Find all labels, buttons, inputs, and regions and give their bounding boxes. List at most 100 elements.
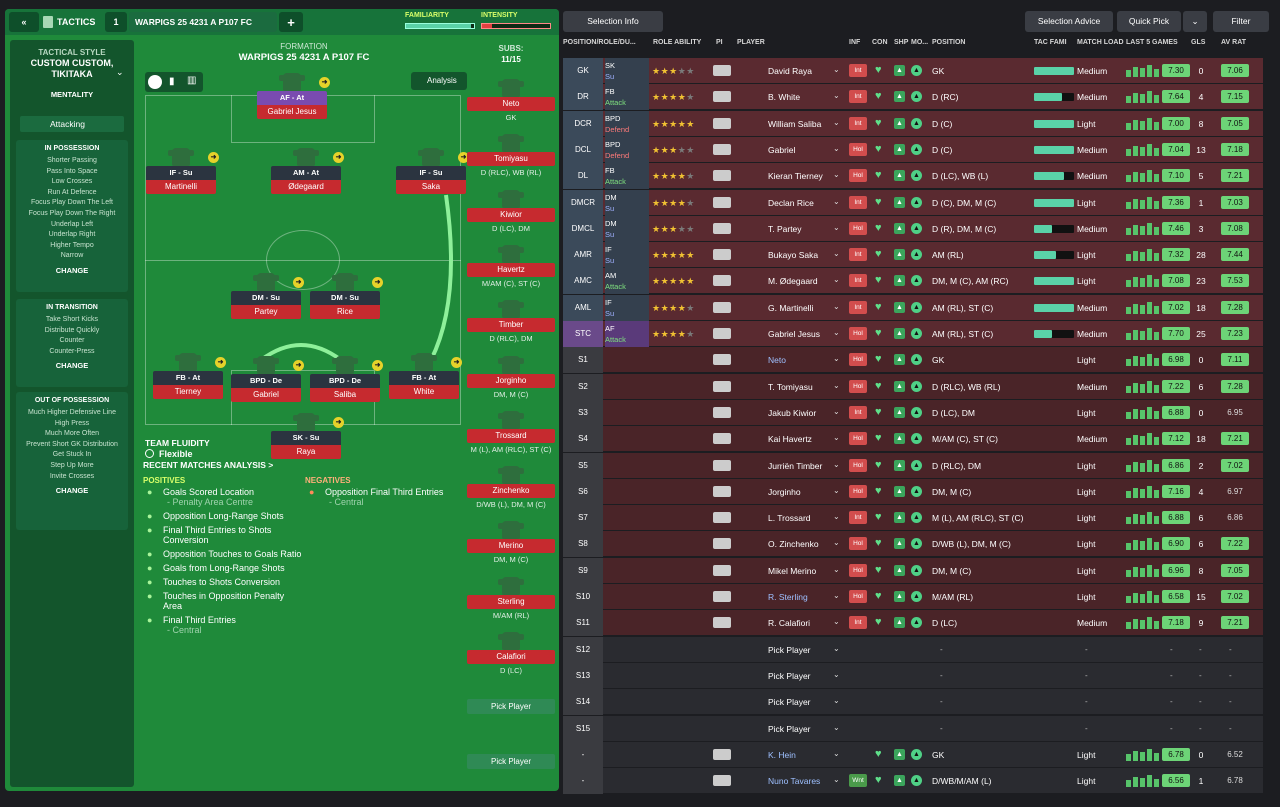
role-duty[interactable]: IF Su <box>605 242 649 269</box>
player-name[interactable]: Jakub Kiwior <box>768 407 817 418</box>
player-name[interactable]: L. Trossard <box>768 513 811 524</box>
player-name[interactable]: T. Tomiyasu <box>768 381 813 392</box>
player-name[interactable]: White <box>389 385 459 399</box>
table-row[interactable]: DCL BPD Defend ★★★★★ Gabriel ⌄ Hol ♥ ▲ ▲ D (C) Medi… <box>563 136 1263 163</box>
sub-player-card[interactable]: Merino DM, M (C) <box>467 521 555 564</box>
player-name[interactable]: Mikel Merino <box>768 565 817 576</box>
pick-player-dropdown[interactable]: Pick Player <box>768 723 811 734</box>
player-name[interactable]: Bukayo Saka <box>768 250 819 261</box>
arrow-icon[interactable]: ➜ <box>333 417 344 428</box>
table-row[interactable]: S1 Neto ⌄ Hol ♥ ▲ ▲ GK Light 6.98 0 7.11 <box>563 347 1263 374</box>
sub-player-name[interactable]: Jorginho <box>467 373 555 388</box>
column-header[interactable]: MO... <box>911 39 929 46</box>
column-header[interactable]: SHP <box>894 39 909 46</box>
player-role[interactable]: DM - Su <box>310 291 380 305</box>
player-name[interactable]: Rice <box>310 305 380 319</box>
pitch-view-icon[interactable]: ▥ <box>187 75 197 86</box>
player-name[interactable]: Gabriel Jesus <box>768 329 820 339</box>
table-row[interactable]: S7 L. Trossard ⌄ Int ♥ ▲ ▲ M (L), AM (RLC), ST … <box>563 505 1263 532</box>
player-instructions-icon[interactable] <box>713 617 731 629</box>
player-name[interactable]: David Raya <box>768 66 812 76</box>
table-row[interactable]: S5 Jurriën Timber ⌄ Hol ♥ ▲ ▲ D (RLC), DM Light 6… <box>563 452 1263 479</box>
player-name[interactable]: Tierney <box>153 385 223 399</box>
player-instructions-icon[interactable] <box>713 591 731 602</box>
player-name[interactable]: Gabriel <box>231 388 301 402</box>
chevron-down-icon[interactable]: ⌄ <box>833 722 840 732</box>
table-row[interactable]: S14 Pick Player ⌄ - - - - - <box>563 689 1263 716</box>
chevron-down-icon[interactable]: ⌄ <box>833 275 840 285</box>
tactical-style-name[interactable]: CUSTOM CUSTOM, TIKITAKA <box>30 58 114 79</box>
role-duty[interactable]: AM Attack <box>605 268 649 295</box>
column-header[interactable]: INF <box>849 39 861 46</box>
player-name[interactable]: Declan Rice <box>768 197 814 208</box>
chevron-down-icon[interactable]: ⌄ <box>833 196 840 206</box>
sub-player-card[interactable]: Sterling M/AM (RL) <box>467 576 555 620</box>
player-instructions-icon[interactable] <box>713 354 731 366</box>
chevron-down-icon[interactable]: ⌄ <box>833 512 840 522</box>
sub-player-card[interactable]: Jorginho DM, M (C) <box>467 355 555 399</box>
chevron-down-icon[interactable]: ⌄ <box>833 433 840 443</box>
sub-player-name[interactable]: Calafiori <box>467 650 555 664</box>
player-instructions-icon[interactable] <box>713 196 731 208</box>
sub-player-name[interactable]: Trossard <box>467 428 555 443</box>
player-role[interactable]: SK - Su <box>271 431 341 445</box>
player-instructions-icon[interactable] <box>713 222 731 234</box>
table-row[interactable]: S11 R. Calafiori ⌄ Int ♥ ▲ ▲ D (LC) Medium 7.18 9 7… <box>563 610 1263 637</box>
player-name[interactable]: Gabriel Jesus <box>257 105 327 119</box>
back-button[interactable]: « <box>9 12 39 32</box>
player-name[interactable]: Ødegaard <box>271 180 341 194</box>
filter-dropdown[interactable]: Filter <box>1213 11 1269 32</box>
player-instructions-icon[interactable] <box>713 459 731 471</box>
arrow-icon[interactable]: ➜ <box>372 360 383 371</box>
chevron-down-icon[interactable]: ⌄ <box>833 354 840 364</box>
role-duty[interactable]: FB Attack <box>605 84 649 111</box>
player-name[interactable]: O. Zinchenko <box>768 539 819 550</box>
column-header[interactable]: POSITION <box>932 39 966 46</box>
pitch-player-card[interactable]: DM - Su Rice <box>310 273 380 319</box>
arrow-icon[interactable]: ➜ <box>333 152 344 163</box>
player-role[interactable]: AM - At <box>271 166 341 180</box>
arrow-icon[interactable]: ➜ <box>458 152 469 163</box>
player-instructions-icon[interactable] <box>713 775 731 787</box>
selection-advice-button[interactable]: Selection Advice <box>1025 11 1113 32</box>
player-name[interactable]: G. Martinelli <box>768 302 814 313</box>
player-name[interactable]: Neto <box>768 355 786 366</box>
bar-chart-icon[interactable]: ▮ <box>169 76 175 87</box>
player-instructions-icon[interactable] <box>713 328 731 339</box>
player-role[interactable]: FB - At <box>153 371 223 385</box>
quick-pick-button[interactable]: Quick Pick <box>1117 11 1181 32</box>
player-name[interactable]: Jurriën Timber <box>768 460 823 471</box>
sub-player-name[interactable]: Tomiyasu <box>467 152 555 167</box>
player-name[interactable]: Partey <box>231 305 301 319</box>
player-instructions-icon[interactable] <box>713 748 731 760</box>
player-role[interactable]: DM - Su <box>231 291 301 305</box>
table-row[interactable]: - Nuno Tavares ⌄ Wnt ♥ ▲ ▲ D/WB/M/AM (L) Light 6.… <box>563 768 1263 795</box>
player-instructions-icon[interactable] <box>713 65 731 76</box>
sub-player-card[interactable]: Calafiori D (LC) <box>467 632 555 675</box>
chevron-down-icon[interactable]: ⌄ <box>833 538 840 548</box>
pitch-player-card[interactable]: FB - At Tierney <box>153 353 223 399</box>
tactic-name-dropdown[interactable]: WARPIGS 25 4231 A P107 FC <box>129 12 277 32</box>
tactic-slot-button[interactable]: 1 <box>105 12 127 32</box>
pitch-player-card[interactable]: SK - Su Raya <box>271 413 341 459</box>
table-row[interactable]: DMCR DM Su ★★★★★ Declan Rice ⌄ Int ♥ ▲ ▲ D (C), DM… <box>563 189 1263 216</box>
player-instructions-icon[interactable] <box>713 170 731 182</box>
chevron-down-icon[interactable]: ⌄ <box>833 170 840 180</box>
chevron-down-icon[interactable]: ⌄ <box>833 669 840 679</box>
player-name[interactable]: K. Hein <box>768 749 796 760</box>
player-role[interactable]: IF - Su <box>146 166 216 180</box>
pitch-player-card[interactable]: IF - Su Saka <box>396 148 466 194</box>
sub-player-card[interactable]: Havertz M/AM (C), ST (C) <box>467 244 555 288</box>
pick-player-button[interactable]: Pick Player <box>467 754 555 769</box>
table-row[interactable]: S4 Kai Havertz ⌄ Hol ♥ ▲ ▲ M/AM (C), ST (C) Medi… <box>563 426 1263 453</box>
pitch-player-card[interactable]: DM - Su Partey <box>231 273 301 319</box>
player-name[interactable]: Gabriel <box>768 144 796 155</box>
change-in-transition-button[interactable]: CHANGE <box>55 361 89 371</box>
chevron-down-icon[interactable]: ⌄ <box>833 143 840 153</box>
table-row[interactable]: AML IF Su ★★★★★ G. Martinelli ⌄ Int ♥ ▲ ▲ AM (RL),… <box>563 294 1263 321</box>
chevron-down-icon[interactable]: ⌄ <box>833 328 840 337</box>
player-name[interactable]: R. Sterling <box>768 592 808 602</box>
arrow-icon[interactable]: ➜ <box>372 277 383 288</box>
table-row[interactable]: S15 Pick Player ⌄ - - - - - <box>563 715 1263 742</box>
chevron-down-icon[interactable]: ⌄ <box>833 65 840 74</box>
